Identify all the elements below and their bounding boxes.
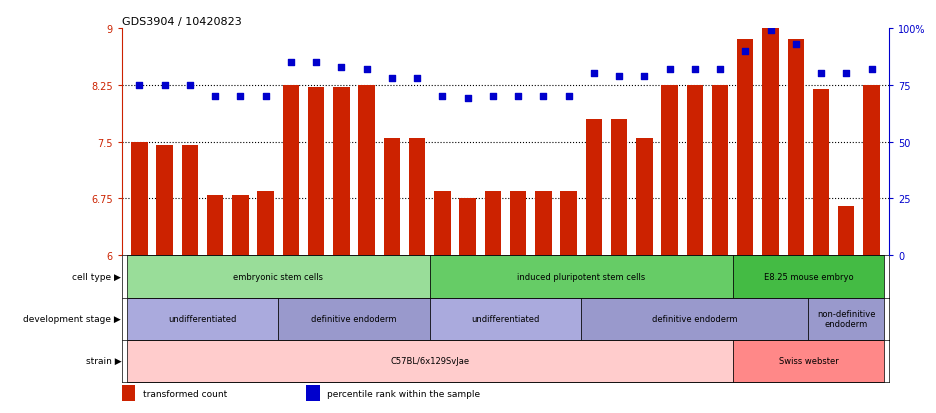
Bar	[762, 29, 779, 256]
Bar	[430, 256, 733, 298]
Point	[662, 66, 677, 73]
Text: Swiss webster: Swiss webster	[779, 356, 839, 366]
Bar	[611, 120, 627, 256]
Bar	[460, 199, 475, 256]
Bar	[662, 85, 678, 256]
Bar	[687, 85, 703, 256]
Bar	[812, 89, 829, 256]
Bar	[733, 256, 885, 298]
Bar	[535, 192, 551, 256]
Bar	[306, 385, 320, 401]
Bar	[278, 298, 430, 340]
Text: embryonic stem cells: embryonic stem cells	[233, 272, 323, 281]
Text: cell type ▶: cell type ▶	[72, 272, 121, 281]
Bar	[131, 142, 148, 256]
Point	[284, 59, 299, 66]
Point	[132, 82, 147, 89]
Bar	[733, 340, 885, 382]
Point	[258, 94, 273, 100]
Point	[712, 66, 727, 73]
Text: definitive endoderm: definitive endoderm	[652, 314, 738, 323]
Point	[233, 94, 248, 100]
Point	[309, 59, 324, 66]
Text: C57BL/6x129SvJae: C57BL/6x129SvJae	[390, 356, 469, 366]
Bar	[207, 195, 224, 256]
Point	[157, 82, 172, 89]
Bar	[122, 385, 136, 401]
Text: percentile rank within the sample: percentile rank within the sample	[328, 389, 480, 398]
Point	[535, 94, 550, 100]
Bar	[712, 85, 728, 256]
Point	[385, 76, 400, 82]
Text: undifferentiated: undifferentiated	[471, 314, 540, 323]
Bar	[737, 40, 753, 256]
Bar	[863, 85, 880, 256]
Point	[839, 71, 854, 78]
Point	[813, 71, 828, 78]
Text: undifferentiated: undifferentiated	[168, 314, 237, 323]
Point	[183, 82, 197, 89]
Bar	[409, 138, 425, 256]
Point	[788, 41, 803, 48]
Point	[636, 73, 651, 80]
Bar	[182, 146, 198, 256]
Bar	[809, 298, 885, 340]
Point	[510, 94, 525, 100]
Bar	[384, 138, 400, 256]
Bar	[308, 88, 324, 256]
Point	[864, 66, 879, 73]
Bar	[358, 85, 374, 256]
Bar	[126, 340, 733, 382]
Point	[687, 66, 702, 73]
Bar	[485, 192, 501, 256]
Point	[334, 64, 349, 71]
Text: transformed count: transformed count	[143, 389, 227, 398]
Bar	[333, 88, 349, 256]
Point	[586, 71, 601, 78]
Text: strain ▶: strain ▶	[85, 356, 121, 366]
Bar	[156, 146, 173, 256]
Text: development stage ▶: development stage ▶	[23, 314, 121, 323]
Point	[461, 96, 475, 102]
Point	[763, 28, 778, 34]
Bar	[838, 206, 855, 256]
Bar	[430, 298, 581, 340]
Bar	[510, 192, 526, 256]
Point	[208, 94, 223, 100]
Bar	[586, 120, 602, 256]
Point	[410, 76, 425, 82]
Point	[561, 94, 576, 100]
Bar	[126, 298, 278, 340]
Point	[486, 94, 501, 100]
Bar	[257, 192, 274, 256]
Point	[738, 48, 753, 55]
Text: E8.25 mouse embryo: E8.25 mouse embryo	[764, 272, 854, 281]
Text: definitive endoderm: definitive endoderm	[311, 314, 397, 323]
Bar	[787, 40, 804, 256]
Bar	[434, 192, 450, 256]
Bar	[126, 256, 430, 298]
Bar	[636, 138, 652, 256]
Text: non-definitive
endoderm: non-definitive endoderm	[817, 309, 875, 329]
Bar	[581, 298, 809, 340]
Text: GDS3904 / 10420823: GDS3904 / 10420823	[122, 17, 241, 27]
Point	[359, 66, 374, 73]
Bar	[283, 85, 299, 256]
Point	[611, 73, 626, 80]
Point	[435, 94, 450, 100]
Bar	[561, 192, 577, 256]
Text: induced pluripotent stem cells: induced pluripotent stem cells	[517, 272, 645, 281]
Bar	[232, 195, 249, 256]
